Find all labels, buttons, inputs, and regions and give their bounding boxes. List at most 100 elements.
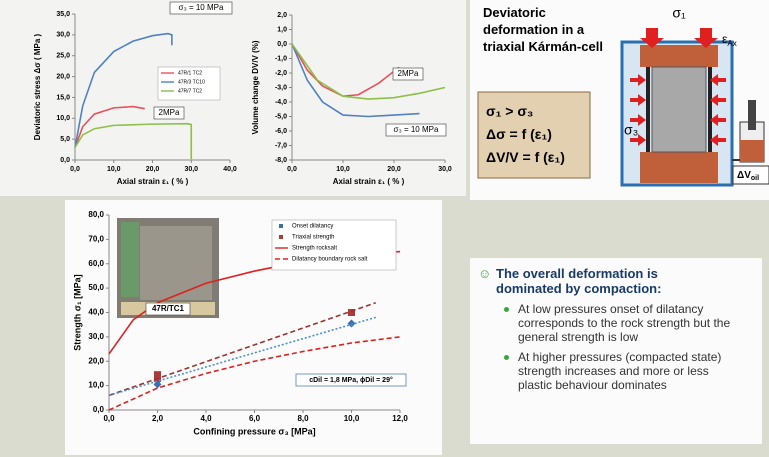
bullet: At higher pressures (compacted state) st… <box>504 350 743 392</box>
annotation: 47R/TC1 <box>152 304 185 313</box>
cell-diagram: σ₁ εAx σ₃ ΔVoil <box>620 5 769 187</box>
annotation-box <box>169 1 233 15</box>
x-tick-label: 12,0 <box>392 414 408 423</box>
photo-ruler <box>121 222 139 297</box>
eps-sub: Ax <box>727 39 736 48</box>
y-tick-label: 25,0 <box>56 53 70 60</box>
x-tick-label: 10,0 <box>344 414 360 423</box>
summary-panel <box>470 258 762 444</box>
legend-label: Onset dilatancy <box>292 224 333 230</box>
annotation-box <box>153 106 185 120</box>
legend-swatch <box>279 235 283 239</box>
x-tick-label: 30,0 <box>438 166 452 173</box>
piston-top <box>640 45 718 67</box>
dv: ΔV <box>737 170 751 181</box>
x-tick-label: 2,0 <box>152 414 164 423</box>
dv-sub: oil <box>751 175 759 182</box>
annotation-box <box>295 373 407 387</box>
annotation: σ₃ = 10 MPa <box>394 125 439 134</box>
series-line <box>291 43 446 100</box>
formula: σ₁ > σ₃ <box>486 103 534 119</box>
sigma1-label: σ₁ <box>672 5 686 21</box>
y-tick-label: 20,0 <box>88 356 104 365</box>
legend-label: Strength rocksalt <box>292 246 337 252</box>
y-tick-label: -3,0 <box>275 84 287 91</box>
y-tick-label: 60,0 <box>88 259 104 268</box>
sigma3-label: σ₃ <box>624 122 638 138</box>
series-line <box>108 301 377 397</box>
y-axis-label: Strength σ₁ [MPa] <box>72 274 82 350</box>
y-tick-label: 0,0 <box>93 405 105 414</box>
y-tick-label: 1,0 <box>277 26 287 33</box>
membrane <box>646 67 650 152</box>
legend-swatch <box>279 224 283 228</box>
x-tick-label: 20,0 <box>387 166 401 173</box>
x-tick-label: 8,0 <box>297 414 309 423</box>
dv-box <box>732 165 769 185</box>
summary-heading: The overall deformation is dominated by … <box>496 266 662 296</box>
y-tick-label: -6,0 <box>275 128 287 135</box>
y-tick-label: -8,0 <box>275 157 287 164</box>
x-tick-label: 10,0 <box>336 166 350 173</box>
legend-label: 47R/1 TC2 <box>178 70 202 76</box>
legend-box <box>271 219 397 271</box>
y-axis-label: Volume change DV/V (%) <box>251 40 260 134</box>
series-line <box>74 122 193 160</box>
annotation-box <box>385 123 447 137</box>
x-tick-label: 0,0 <box>103 414 115 423</box>
y-tick-label: 2,0 <box>277 12 287 19</box>
x-axis-label: Confining pressure σ₃ [MPa] <box>193 426 315 436</box>
eps-label: εAx <box>722 32 737 48</box>
summary-heading-row: ☺ The overall deformation is dominated b… <box>478 266 758 296</box>
y-tick-label: -4,0 <box>275 99 287 106</box>
y-tick-label: 30,0 <box>56 32 70 39</box>
photo-sample <box>140 226 212 300</box>
y-tick-label: 0,0 <box>60 157 70 164</box>
y-tick-label: 70,0 <box>88 234 104 243</box>
y-tick-label: 30,0 <box>88 332 104 341</box>
x-axis-label: Axial strain ε₁ ( % ) <box>117 177 189 186</box>
formula-box <box>477 91 591 179</box>
membrane <box>708 67 712 152</box>
radial-arrows <box>630 74 726 146</box>
x-tick-label: 40,0 <box>223 166 237 173</box>
legend-label: Triaxial strength <box>292 235 334 241</box>
bullet: At low pressures onset of dilatancy corr… <box>504 302 743 344</box>
x-tick-label: 30,0 <box>184 166 198 173</box>
x-tick-label: 0,0 <box>70 166 80 173</box>
sample <box>651 66 707 153</box>
x-tick-label: 4,0 <box>200 414 212 423</box>
point <box>347 319 356 328</box>
x-tick-label: 0,0 <box>287 166 297 173</box>
summary: ☺ The overall deformation is dominated b… <box>478 266 758 398</box>
series-line <box>74 32 173 148</box>
series-line <box>108 336 401 411</box>
axial-arrows <box>640 28 718 48</box>
point <box>154 371 161 379</box>
legend-label: Dilatancy boundary rock salt <box>292 257 368 263</box>
oil <box>740 140 764 162</box>
formula: Δσ = f (ε₁) <box>486 126 552 142</box>
legend-label: 47R/7 TC2 <box>178 88 202 94</box>
bullets: At low pressures onset of dilatancy corr… <box>500 302 743 392</box>
piston-bottom <box>640 152 718 183</box>
plunger <box>748 100 756 130</box>
legend-label: 47R/3 TC10 <box>178 79 205 85</box>
series-line <box>74 105 145 148</box>
y-tick-label: -1,0 <box>275 55 287 62</box>
annotation-box <box>392 67 424 81</box>
dv-label: ΔVoil <box>737 170 759 182</box>
annotation-box <box>145 302 191 316</box>
formula: ΔV/V = f (ε₁) <box>486 149 565 165</box>
cell-title: Deviatoric deformation in a triaxial Kár… <box>483 5 603 54</box>
eps: ε <box>722 32 728 46</box>
annotation: σ₃ = 10 MPa <box>179 3 224 12</box>
x-tick-label: 10,0 <box>107 166 121 173</box>
y-tick-label: 10,0 <box>56 115 70 122</box>
y-tick-label: 50,0 <box>88 283 104 292</box>
annotation: cDil = 1,8 MPa, ϕDil = 29° <box>309 376 393 384</box>
y-axis-label: Deviatoric stress Δσ ( MPa ) <box>33 33 42 140</box>
y-tick-label: 20,0 <box>56 73 70 80</box>
